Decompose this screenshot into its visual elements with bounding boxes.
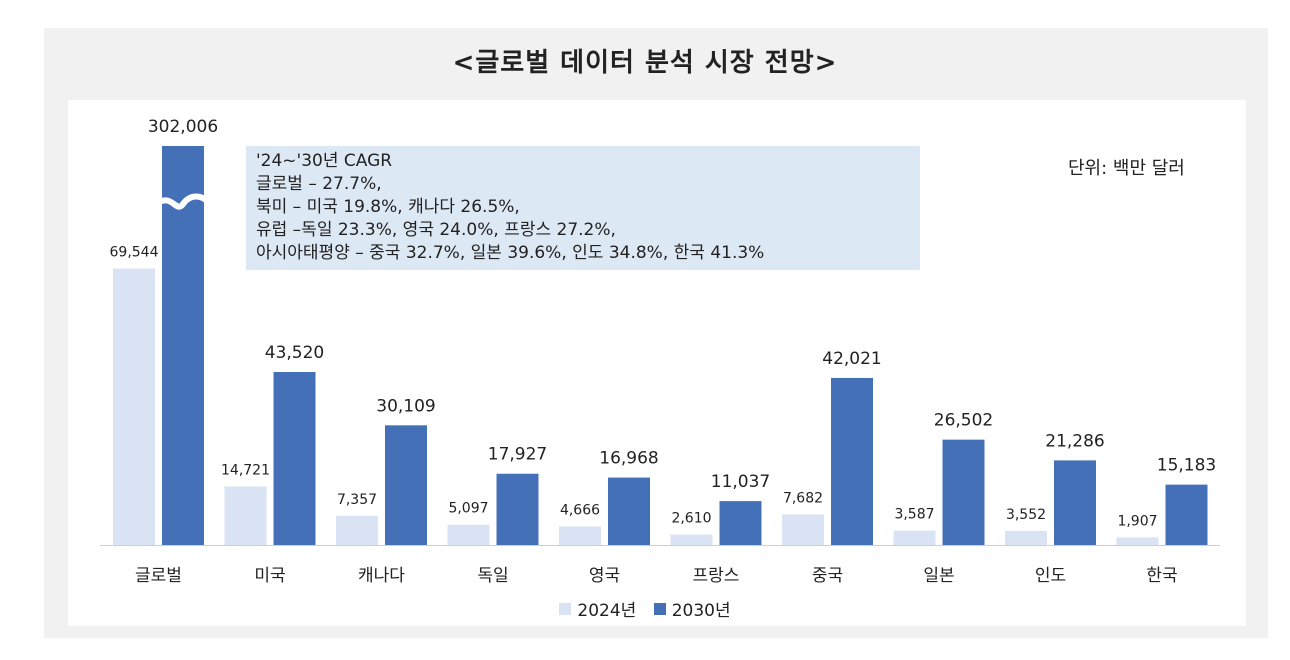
bar bbox=[942, 439, 985, 545]
cagr-annotation: '24~'30년 CAGR 글로벌 – 27.7%, 북미 – 미국 19.8%… bbox=[246, 146, 920, 270]
bar bbox=[385, 425, 427, 545]
legend-item-2024: 2024년 bbox=[559, 596, 636, 621]
bar bbox=[273, 372, 316, 545]
x-tick-label: 인도 bbox=[1035, 566, 1066, 586]
data-label: 302,006 bbox=[148, 117, 218, 137]
bar bbox=[1054, 460, 1096, 545]
bar bbox=[1005, 530, 1047, 545]
data-label: 15,183 bbox=[1157, 456, 1216, 476]
data-label: 21,286 bbox=[1045, 431, 1104, 451]
legend-swatch bbox=[653, 602, 666, 615]
data-label: 7,357 bbox=[337, 492, 377, 508]
bar bbox=[670, 534, 713, 545]
x-tick-label: 캐나다 bbox=[358, 566, 405, 586]
legend-label: 2024년 bbox=[577, 601, 637, 621]
legend-label: 2030년 bbox=[671, 601, 731, 621]
bar bbox=[893, 530, 936, 545]
cagr-line: 유럽 –독일 23.3%, 영국 24.0%, 프랑스 27.2%, bbox=[256, 220, 616, 240]
x-tick-label: 중국 bbox=[812, 566, 843, 586]
x-tick-label: 한국 bbox=[1146, 566, 1177, 586]
bar bbox=[831, 377, 873, 545]
bar bbox=[447, 524, 490, 545]
data-label: 26,502 bbox=[934, 411, 993, 431]
cagr-line: '24~'30년 CAGR bbox=[256, 151, 393, 171]
cagr-line: 글로벌 – 27.7%, bbox=[256, 174, 382, 194]
data-label: 3,552 bbox=[1006, 507, 1046, 523]
data-label: 30,109 bbox=[376, 396, 435, 416]
data-label: 4,666 bbox=[560, 502, 600, 518]
data-label: 14,721 bbox=[221, 462, 270, 478]
data-label: 5,097 bbox=[448, 501, 488, 517]
bar bbox=[496, 473, 539, 545]
x-tick-label: 미국 bbox=[254, 566, 285, 586]
data-label: 7,682 bbox=[783, 490, 823, 506]
x-tick-label: 글로벌 bbox=[135, 566, 182, 586]
x-tick-label: 영국 bbox=[589, 566, 620, 586]
bar bbox=[782, 514, 824, 545]
data-label: 17,927 bbox=[488, 445, 547, 465]
legend: 2024년 2030년 bbox=[0, 596, 1290, 621]
chart-title: <글로벌 데이터 분석 시장 전망> bbox=[452, 48, 838, 78]
data-label: 69,544 bbox=[110, 245, 159, 261]
legend-swatch bbox=[559, 602, 572, 615]
data-label: 3,587 bbox=[894, 507, 934, 523]
data-label: 43,520 bbox=[265, 343, 324, 363]
x-tick-label: 독일 bbox=[477, 566, 508, 586]
bar bbox=[1165, 484, 1208, 545]
data-label: 11,037 bbox=[711, 472, 770, 492]
x-tick-label: 일본 bbox=[923, 566, 954, 586]
bar bbox=[608, 477, 650, 545]
data-label: 1,907 bbox=[1117, 513, 1157, 529]
axis-break-mark bbox=[154, 193, 213, 210]
data-label: 2,610 bbox=[671, 511, 711, 527]
cagr-line: 아시아태평양 – 중국 32.7%, 일본 39.6%, 인도 34.8%, 한… bbox=[256, 243, 765, 263]
bar bbox=[559, 526, 601, 545]
bar bbox=[224, 486, 267, 545]
data-label: 16,968 bbox=[599, 449, 658, 469]
x-tick-label: 프랑스 bbox=[693, 566, 740, 586]
unit-label: 단위: 백만 달러 bbox=[1068, 158, 1185, 179]
bar bbox=[113, 268, 155, 545]
bar bbox=[719, 501, 762, 545]
bar bbox=[162, 146, 204, 545]
legend-item-2030: 2030년 bbox=[653, 596, 731, 621]
bar bbox=[1116, 537, 1159, 545]
bar bbox=[336, 515, 378, 545]
cagr-line: 북미 – 미국 19.8%, 캐나다 26.5%, bbox=[256, 197, 520, 217]
data-label: 42,021 bbox=[822, 349, 881, 369]
